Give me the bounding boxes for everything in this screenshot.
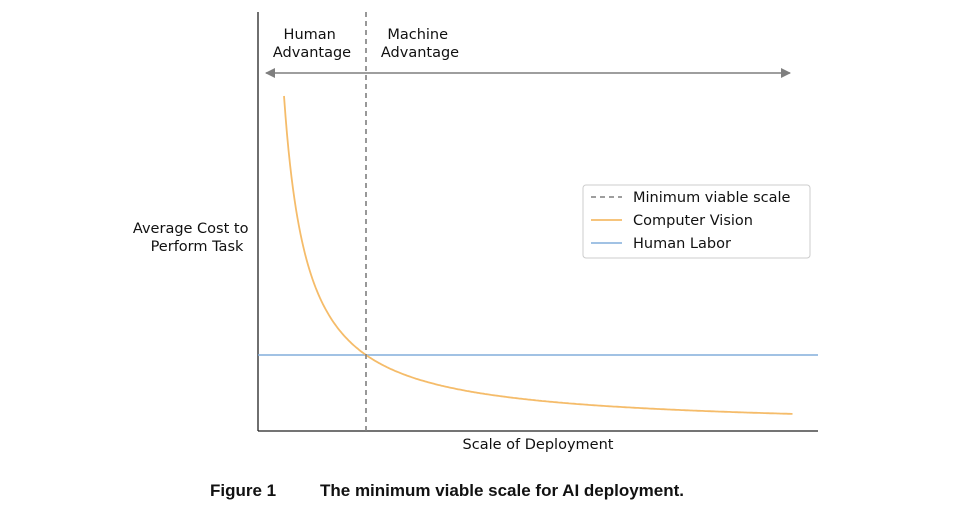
- figure-caption: Figure 1 The minimum viable scale for AI…: [0, 481, 960, 503]
- chart-svg: Human Advantage Machine Advantage Averag…: [133, 12, 818, 453]
- region-label-machine: Machine Advantage: [381, 27, 459, 61]
- y-axis-label: Average Cost to Perform Task: [133, 221, 253, 255]
- legend-box: [582, 184, 811, 259]
- figure-number: Figure 1: [210, 481, 277, 500]
- legend-label-human-labor: Human Labor: [633, 236, 731, 252]
- x-axis-label: Scale of Deployment: [463, 437, 614, 453]
- computer-vision-curve: [283, 95, 793, 415]
- legend-label-minimum-viable-scale: Minimum viable scale: [633, 190, 791, 206]
- figure-title: The minimum viable scale for AI deployme…: [320, 481, 685, 500]
- region-label-human: Human Advantage: [273, 27, 351, 61]
- legend: Minimum viable scale Computer Vision Hum…: [582, 184, 811, 259]
- legend-label-computer-vision: Computer Vision: [633, 213, 753, 229]
